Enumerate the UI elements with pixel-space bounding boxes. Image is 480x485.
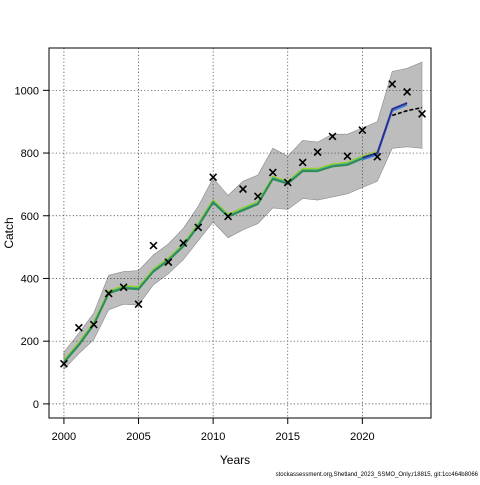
observed-point-stroke [418,109,427,118]
median-dashed-line [391,106,423,117]
observed-point-stroke [119,283,128,292]
observed-point-stroke [298,158,307,167]
observed-point-2019 [343,152,352,161]
observed-point-stroke [149,241,158,250]
axes-layer: 2000 2005 2010 2015 2020 0 200 400 600 800 1000 [15,85,375,443]
observed-point-2006 [149,241,158,250]
observed-point-stroke [403,87,412,96]
observed-point-2002 [89,320,98,329]
observed-point-stroke [328,132,337,141]
observed-points-layer [59,80,427,368]
y-tick-label: 200 [21,336,39,348]
observed-point-stroke [74,323,83,332]
observed-point-stroke [104,289,113,298]
observed-point-stroke [164,258,173,267]
y-axis-title: Catch [2,217,16,248]
y-tick-label: 0 [33,399,39,411]
plot-frame [48,47,432,419]
observed-point-2000 [59,359,68,368]
observed-point-stroke [179,239,188,247]
y-tick-label: 400 [21,273,39,285]
observed-point-2007 [164,258,173,267]
x-tick-label: 2020 [350,431,374,443]
observed-point-stroke [209,173,218,182]
observed-point-2018 [328,132,337,141]
observed-point-2010 [209,173,218,182]
observed-point-stroke [239,185,247,194]
x-axis-title: Years [220,453,250,467]
estimate-line-green [63,153,378,364]
observed-point-stroke [283,178,292,187]
observed-point-2015 [283,178,292,187]
observed-point-stroke [224,212,233,221]
observed-point-2004 [119,283,128,292]
y-tick-label: 800 [21,148,39,160]
observed-point-2017 [313,148,322,157]
x-tick-label: 2005 [126,431,150,443]
observed-point-2024 [418,109,427,118]
observed-point-stroke [343,152,352,161]
observed-point-stroke [358,126,367,135]
observed-point-2003 [104,289,113,298]
estimate-line-yellow [63,150,378,362]
observed-point-2008 [179,239,188,247]
observed-point-2011 [224,212,233,221]
observed-point-2012 [239,185,247,194]
x-tick-label: 2015 [276,431,300,443]
observed-point-stroke [134,300,143,309]
observed-point-stroke [268,168,277,177]
final-estimate-navy [362,102,408,159]
observed-point-2001 [74,323,83,332]
footer-credit: stockassessment.org,Shetland_2023_SSMO_O… [276,472,479,478]
x-tick-label: 2010 [201,431,225,443]
observed-point-stroke [59,359,68,368]
grid-layer [49,48,431,418]
series-lines-layer [63,102,423,364]
observed-point-stroke [313,148,322,157]
observed-point-2005 [134,300,143,309]
observed-point-2013 [253,192,262,201]
observed-point-2021 [373,152,382,161]
observed-point-2020 [358,126,367,135]
observed-point-2023 [403,87,412,96]
y-tick-label: 1000 [15,85,39,97]
x-tick-label: 2000 [52,431,76,443]
observed-point-stroke [388,80,397,89]
observed-point-2016 [298,158,307,167]
observed-point-2009 [194,223,203,232]
observed-point-stroke [373,152,382,161]
observed-point-stroke [253,192,262,201]
y-tick-label: 600 [21,211,39,223]
observed-point-stroke [194,223,203,232]
observed-point-stroke [89,320,98,329]
observed-point-2014 [268,168,277,177]
observed-point-2022 [388,80,397,89]
